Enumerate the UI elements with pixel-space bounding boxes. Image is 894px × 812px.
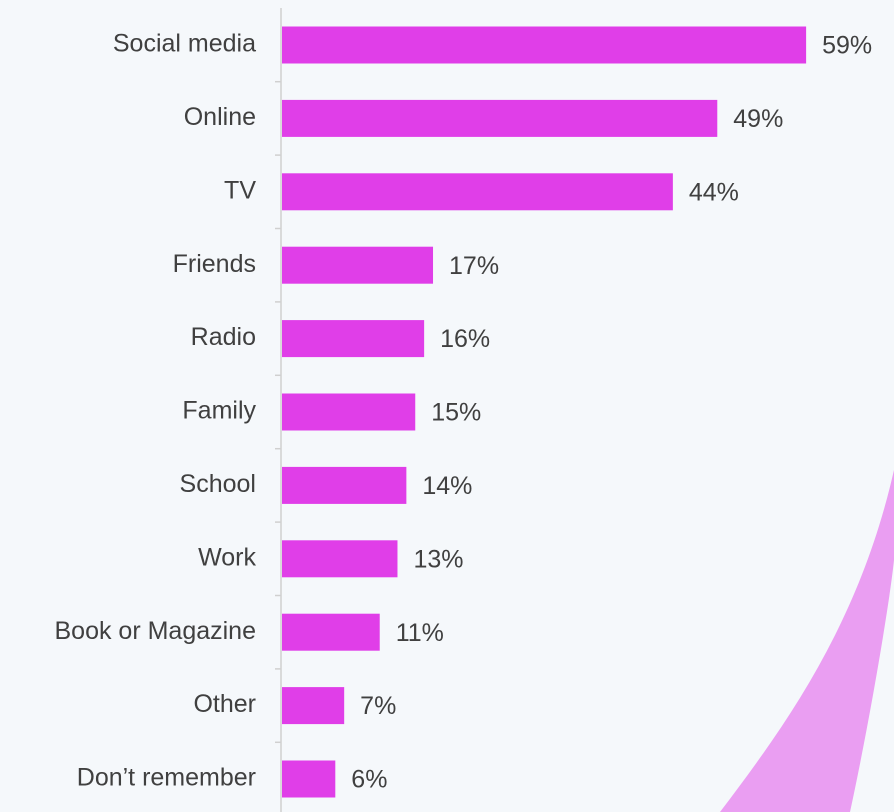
value-label: 14% xyxy=(422,472,472,500)
category-label: Online xyxy=(184,103,256,131)
category-label: Social media xyxy=(113,30,256,58)
category-label: Friends xyxy=(173,250,256,278)
category-label: Work xyxy=(198,543,256,571)
category-label: TV xyxy=(224,176,256,204)
bar xyxy=(282,613,380,651)
category-label: School xyxy=(180,470,256,498)
bar xyxy=(282,173,673,211)
bar xyxy=(282,246,434,284)
bar xyxy=(282,320,425,358)
category-label: Don’t remember xyxy=(77,764,256,792)
category-label: Radio xyxy=(191,323,256,351)
category-label: Other xyxy=(193,690,256,718)
value-label: 15% xyxy=(431,399,481,427)
value-label: 16% xyxy=(440,325,490,353)
category-label: Book or Magazine xyxy=(54,617,256,645)
category-label: Family xyxy=(182,397,256,425)
value-label: 6% xyxy=(351,766,387,794)
value-label: 13% xyxy=(413,545,463,573)
value-label: 59% xyxy=(822,32,872,60)
value-label: 11% xyxy=(396,619,444,647)
value-label: 7% xyxy=(360,692,396,720)
bar xyxy=(282,466,407,504)
value-label: 17% xyxy=(449,252,499,280)
bar xyxy=(282,393,416,431)
value-label: 44% xyxy=(689,178,739,206)
decorative-swoosh xyxy=(720,470,894,812)
bar xyxy=(282,26,807,64)
bar xyxy=(282,540,398,578)
bar xyxy=(282,99,718,137)
value-label: 49% xyxy=(733,105,783,133)
bar xyxy=(282,687,345,725)
bar xyxy=(282,760,336,798)
